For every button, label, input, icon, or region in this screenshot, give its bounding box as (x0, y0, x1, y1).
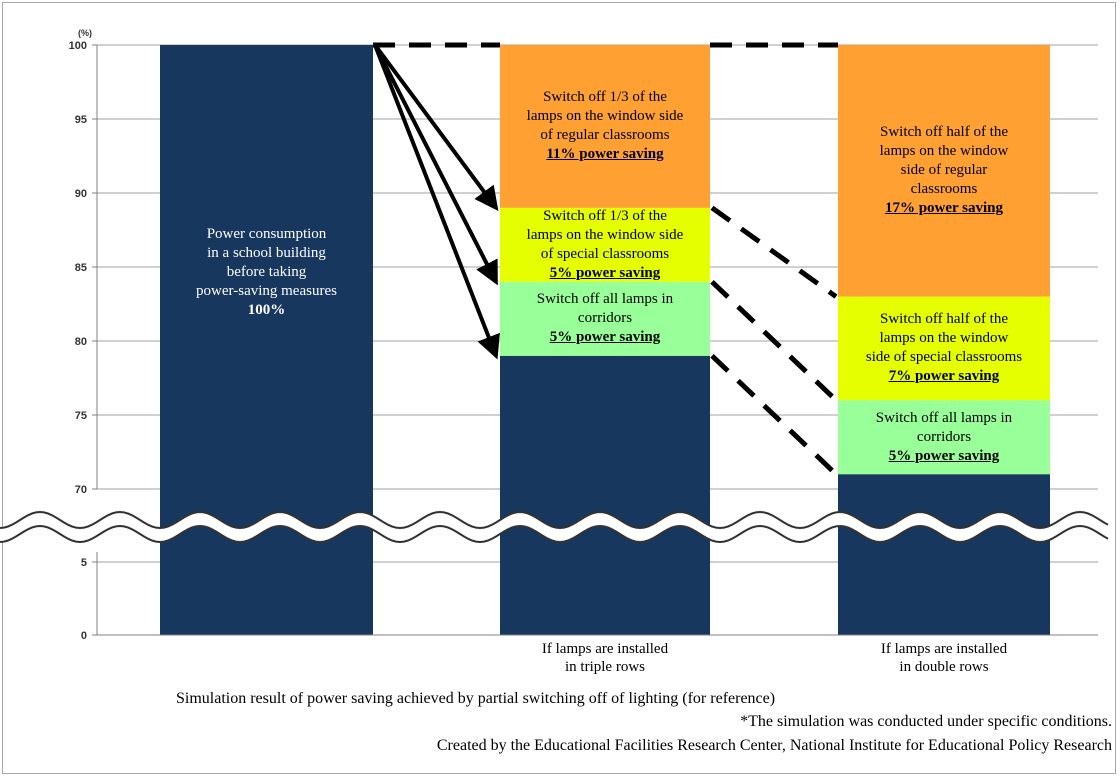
segment-saving-value: 5% power saving (549, 264, 661, 281)
segment-label-line: side of regular (900, 162, 988, 179)
segment-label-line: side of special classrooms (865, 349, 1023, 366)
segment-label-line: of regular classrooms (540, 127, 670, 144)
y-tick-label: 0 (81, 630, 87, 642)
segment-label-line: Switch off 1/3 of the (543, 89, 667, 106)
y-tick-label: 100 (69, 40, 87, 52)
bar-segment (160, 45, 373, 539)
segment-label: Switch off half of the lamps on the windo… (828, 310, 1060, 386)
segment-saving-value: 100% (247, 301, 286, 318)
chart-credit: Created by the Educational Facilities Re… (436, 737, 1112, 754)
category-label: If lamps are installed in triple rows (490, 640, 720, 676)
segment-saving-value: 11% power saving (546, 146, 664, 163)
bar-segment (838, 296, 1050, 401)
category-label-line: in double rows (899, 659, 989, 675)
chart-note: *The simulation was conducted under spec… (740, 713, 1112, 730)
y-tick-label: 95 (75, 114, 87, 126)
segment-label-line: of special classrooms (540, 245, 670, 262)
segment-saving-value: 5% power saving (888, 447, 1000, 464)
segment-label: Switch off 1/3 of the lamps on the window… (490, 207, 720, 283)
segment-label-line: classrooms (910, 181, 978, 198)
category-label-line: in triple rows (565, 659, 645, 675)
axis-break-band (0, 512, 1108, 542)
segment-label-line: Switch off half of the (879, 124, 1009, 141)
axis-break-line (0, 510, 1109, 530)
category-label: If lamps are installed in double rows (828, 640, 1060, 676)
segment-label-line: lamps on the window side (526, 226, 684, 243)
bar-segment (500, 207, 710, 282)
segment-label-line: power-saving measures (196, 282, 337, 299)
segment-label: Switch off 1/3 of the lamps on the window… (490, 88, 720, 164)
bar-segment-lower (500, 517, 710, 635)
bar-segment (838, 400, 1050, 475)
segment-label-line: lamps on the window side (526, 108, 684, 125)
axis-break-line (0, 524, 1109, 544)
segment-label: Switch off all lamps in corridors 5% power… (828, 409, 1060, 466)
segment-label: Switch off all lamps in corridors 5% power… (490, 290, 720, 347)
y-tick-label: 5 (81, 557, 87, 569)
y-tick-label: 90 (75, 188, 87, 200)
bar-segment (500, 355, 710, 539)
segment-saving-value: 17% power saving (884, 200, 1004, 217)
segment-label-line: Switch off all lamps in (536, 291, 674, 308)
y-tick-label: 70 (75, 484, 87, 496)
segment-label-line: lamps on the window (879, 330, 1009, 347)
segment-label-line: in a school building (207, 244, 326, 261)
segment-label-line: lamps on the window (879, 143, 1009, 160)
segment-saving-value: 7% power saving (888, 368, 1000, 385)
segment-label-line: before taking (226, 263, 307, 280)
y-unit-label: (%) (78, 28, 92, 38)
segment-label: Switch off half of the lamps on the windo… (828, 123, 1060, 218)
segment-label-line: Switch off 1/3 of the (543, 207, 667, 224)
arrow (373, 43, 499, 212)
category-label-line: If lamps are installed (541, 641, 669, 657)
connector-dashed (710, 279, 838, 403)
bar-segment-lower (160, 517, 373, 635)
segment-label-line: corridors (577, 310, 633, 327)
y-tick-label: 75 (75, 410, 87, 422)
arrow (373, 44, 500, 360)
segment-label-line: Switch off all lamps in (875, 409, 1013, 426)
category-label-line: If lamps are installed (880, 641, 1008, 657)
y-tick-label: 80 (75, 336, 87, 348)
bar-segment (838, 45, 1050, 297)
segment-label-line: Switch off half of the (879, 311, 1009, 328)
connector-dashed (710, 353, 838, 477)
connector-dashed (710, 205, 838, 299)
segment-label: Power consumption in a school building bef… (150, 225, 383, 320)
segment-label-line: corridors (916, 428, 972, 445)
arrow (373, 44, 498, 286)
segment-saving-value: 5% power saving (549, 329, 661, 346)
bar-segment (500, 45, 710, 208)
y-tick-label: 85 (75, 262, 87, 274)
chart-caption: Simulation result of power saving achiev… (176, 690, 776, 707)
segment-label-line: Power consumption (206, 225, 327, 242)
bar-segment (500, 281, 710, 356)
